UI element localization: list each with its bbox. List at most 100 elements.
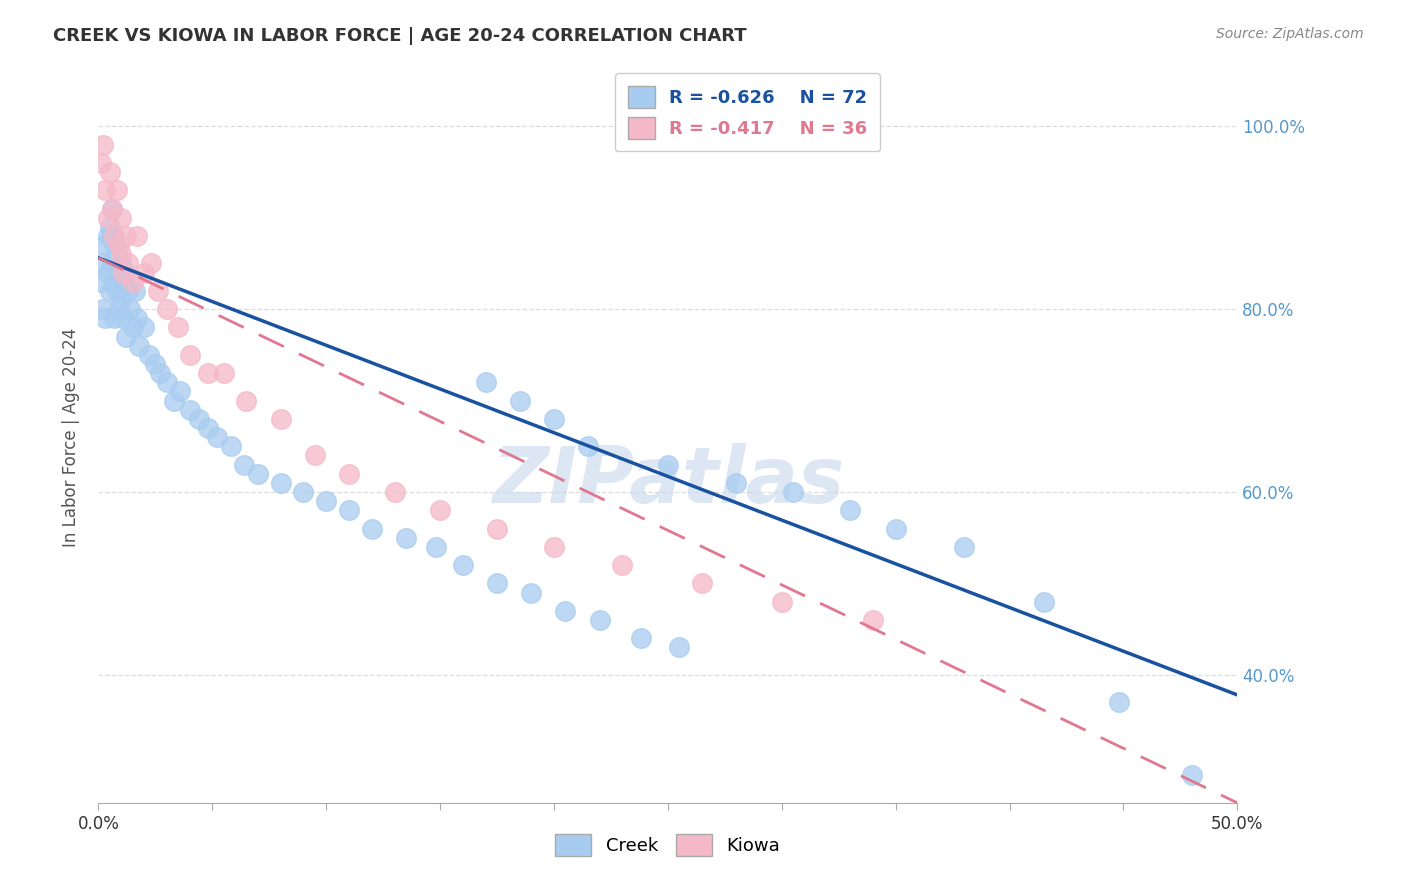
Point: [112, 266, 135, 280]
Point: [169, 384, 191, 399]
Point: [110, 247, 132, 261]
Point: [486, 576, 509, 591]
Point: [110, 211, 132, 225]
Point: [101, 228, 124, 243]
Point: [543, 540, 565, 554]
Point: [112, 311, 135, 326]
Point: [520, 585, 543, 599]
Point: [668, 640, 690, 655]
Point: [630, 632, 652, 646]
Point: [187, 412, 209, 426]
Point: [128, 338, 150, 352]
Point: [205, 430, 228, 444]
Point: [486, 521, 509, 535]
Point: [139, 256, 162, 270]
Point: [725, 475, 748, 490]
Point: [690, 576, 713, 591]
Point: [90, 275, 112, 289]
Point: [179, 402, 201, 417]
Point: [94, 238, 117, 252]
Point: [120, 301, 142, 317]
Point: [212, 366, 235, 380]
Point: [197, 421, 219, 435]
Point: [315, 494, 337, 508]
Point: [337, 467, 360, 481]
Point: [114, 228, 136, 243]
Point: [96, 228, 118, 243]
Point: [292, 485, 315, 500]
Point: [197, 366, 219, 380]
Point: [117, 256, 139, 270]
Point: [91, 256, 114, 270]
Point: [953, 540, 976, 554]
Point: [91, 137, 114, 152]
Point: [429, 503, 451, 517]
Point: [219, 439, 242, 453]
Point: [1181, 768, 1204, 782]
Point: [110, 293, 132, 307]
Point: [337, 503, 360, 517]
Point: [509, 393, 531, 408]
Point: [167, 320, 190, 334]
Text: Source: ZipAtlas.com: Source: ZipAtlas.com: [1216, 27, 1364, 41]
Point: [132, 266, 155, 280]
Point: [246, 467, 269, 481]
Point: [103, 275, 125, 289]
Point: [862, 613, 884, 627]
Point: [121, 275, 143, 289]
Point: [117, 284, 139, 298]
Point: [114, 329, 136, 343]
Point: [127, 311, 149, 326]
Point: [657, 458, 679, 472]
Point: [96, 211, 118, 225]
Point: [108, 238, 131, 252]
Point: [270, 475, 292, 490]
Point: [124, 284, 146, 298]
Point: [105, 284, 128, 298]
Point: [588, 613, 610, 627]
Point: [770, 594, 793, 608]
Point: [112, 275, 135, 289]
Point: [474, 375, 496, 389]
Point: [149, 366, 172, 380]
Point: [114, 266, 136, 280]
Point: [127, 228, 149, 243]
Point: [156, 301, 179, 317]
Legend: Creek, Kiowa: Creek, Kiowa: [548, 827, 787, 863]
Point: [103, 238, 125, 252]
Point: [162, 393, 184, 408]
Point: [121, 320, 143, 334]
Point: [1108, 695, 1130, 709]
Point: [108, 301, 131, 317]
Point: [235, 393, 257, 408]
Point: [103, 311, 125, 326]
Point: [98, 284, 121, 298]
Point: [782, 485, 804, 500]
Point: [554, 604, 576, 618]
Point: [270, 412, 292, 426]
Point: [105, 247, 128, 261]
Point: [98, 219, 121, 234]
Point: [451, 558, 474, 573]
Point: [1032, 594, 1054, 608]
Point: [179, 348, 201, 362]
Point: [395, 531, 418, 545]
Point: [543, 412, 565, 426]
Point: [91, 301, 114, 317]
Point: [110, 256, 132, 270]
Point: [425, 540, 447, 554]
Point: [108, 266, 131, 280]
Point: [103, 228, 125, 243]
Text: CREEK VS KIOWA IN LABOR FORCE | AGE 20-24 CORRELATION CHART: CREEK VS KIOWA IN LABOR FORCE | AGE 20-2…: [53, 27, 747, 45]
Point: [132, 320, 155, 334]
Point: [98, 165, 121, 179]
Text: ZIPatlas: ZIPatlas: [492, 443, 844, 519]
Point: [101, 202, 124, 216]
Point: [304, 448, 326, 462]
Point: [94, 183, 117, 197]
Point: [90, 155, 112, 169]
Point: [884, 521, 907, 535]
Point: [576, 439, 599, 453]
Point: [101, 202, 124, 216]
Point: [156, 375, 179, 389]
